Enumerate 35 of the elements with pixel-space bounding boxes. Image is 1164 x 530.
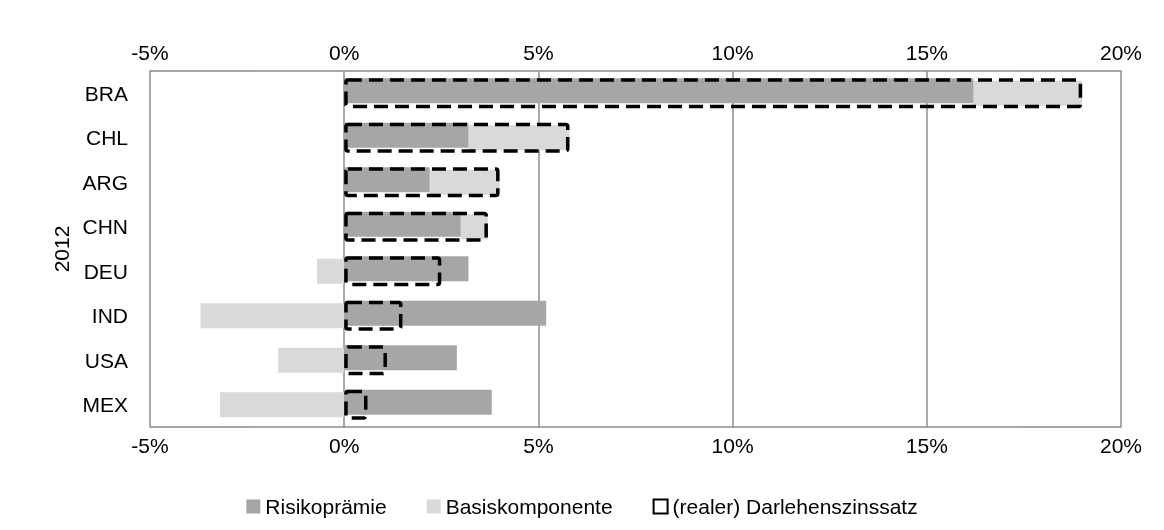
bar <box>219 392 345 418</box>
x-tick-label: 10% <box>711 434 754 457</box>
bar <box>200 303 345 329</box>
y-axis-title: 2012 <box>49 225 73 273</box>
bar <box>317 258 345 284</box>
y-tick-label: CHL <box>85 126 128 150</box>
y-tick-label: DEU <box>83 259 128 283</box>
x-tick-label: 0% <box>329 434 360 457</box>
bar <box>468 125 570 151</box>
bar <box>344 300 547 326</box>
y-tick-label: MEX <box>82 393 128 417</box>
x-tick-label: -5% <box>131 434 169 457</box>
y-tick-label: CHN <box>82 215 128 239</box>
bar <box>973 80 1083 106</box>
y-tick-label: ARG <box>82 170 128 194</box>
x2-tick-label: 20% <box>1099 41 1143 64</box>
bar <box>278 347 345 373</box>
bar <box>344 389 492 415</box>
x2-tick-label: 15% <box>905 41 948 64</box>
legend-label: Risikoprämie <box>265 495 387 518</box>
y-tick-label: USA <box>84 348 128 372</box>
x2-tick-label: 5% <box>523 41 554 64</box>
legend-label: Basiskomponente <box>445 495 613 518</box>
x2-tick-label: 0% <box>329 41 360 64</box>
bar <box>344 211 461 237</box>
x2-tick-label: -5% <box>131 41 169 64</box>
legend-label: (realer) Darlehenszinssatz <box>672 495 918 518</box>
x-tick-label: 5% <box>523 434 554 457</box>
x-tick-label: 20% <box>1099 434 1143 457</box>
bar <box>344 345 457 371</box>
y-tick-label: IND <box>91 304 128 328</box>
x2-tick-label: 10% <box>711 41 754 64</box>
x-tick-label: 15% <box>905 434 948 457</box>
y-tick-label: BRA <box>84 81 128 105</box>
bar <box>429 169 500 195</box>
